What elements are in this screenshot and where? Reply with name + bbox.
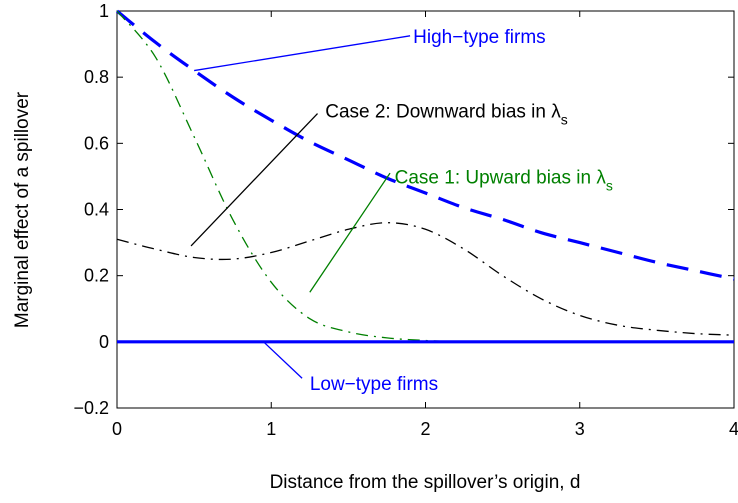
series-layer — [115, 9, 735, 344]
annotation-subscript: s — [561, 111, 568, 127]
x-axis-label: Distance from the spillover’s origin, d — [270, 472, 581, 493]
y-axis-label: Marginal effect of a spillover — [12, 91, 33, 328]
y-tick-label: 0.4 — [84, 200, 109, 220]
annotation-label: High−type firms — [413, 27, 546, 48]
series-line-1 — [115, 9, 735, 281]
y-tick-label: 1 — [99, 1, 109, 21]
series-line-3 — [116, 222, 735, 336]
annotation-pointer-line — [194, 35, 411, 72]
annotation-pointer-line — [190, 113, 318, 247]
x-tick-label: 4 — [729, 419, 738, 439]
annotation-pointer-line — [309, 172, 391, 293]
series-line-2 — [116, 10, 734, 343]
y-tick-label: 0.8 — [84, 67, 109, 87]
annotation-text: High−type firms — [413, 27, 546, 48]
annotation-text: Case 1: Upward bias in λ — [395, 167, 607, 188]
y-tick-label: 0.6 — [84, 133, 109, 153]
annotation-label: Low−type firms — [310, 374, 438, 395]
x-tick-label: 2 — [420, 419, 430, 439]
annotation-pointer-line — [263, 341, 303, 379]
y-tick-label: 0 — [99, 332, 109, 352]
y-tick-label: 0.2 — [84, 266, 109, 286]
annotation-text: Low−type firms — [310, 374, 438, 395]
annotation-label: Case 2: Downward bias in λs — [325, 101, 568, 127]
x-tick-label: 1 — [266, 419, 276, 439]
x-tick-label: 0 — [112, 419, 122, 439]
annotation-subscript: s — [606, 177, 613, 193]
x-tick-label: 3 — [575, 419, 585, 439]
annotation-text: Case 2: Downward bias in λ — [325, 101, 561, 122]
annotation-layer: High−type firms Case 2: Downward bias in … — [190, 27, 613, 395]
plot-area-frame — [116, 10, 735, 409]
axis-ticks: 0 1 2 3 4−0.200.20.40.60.81 — [73, 1, 738, 439]
y-tick-label: −0.2 — [73, 398, 109, 418]
annotation-label: Case 1: Upward bias in λs — [395, 167, 613, 193]
